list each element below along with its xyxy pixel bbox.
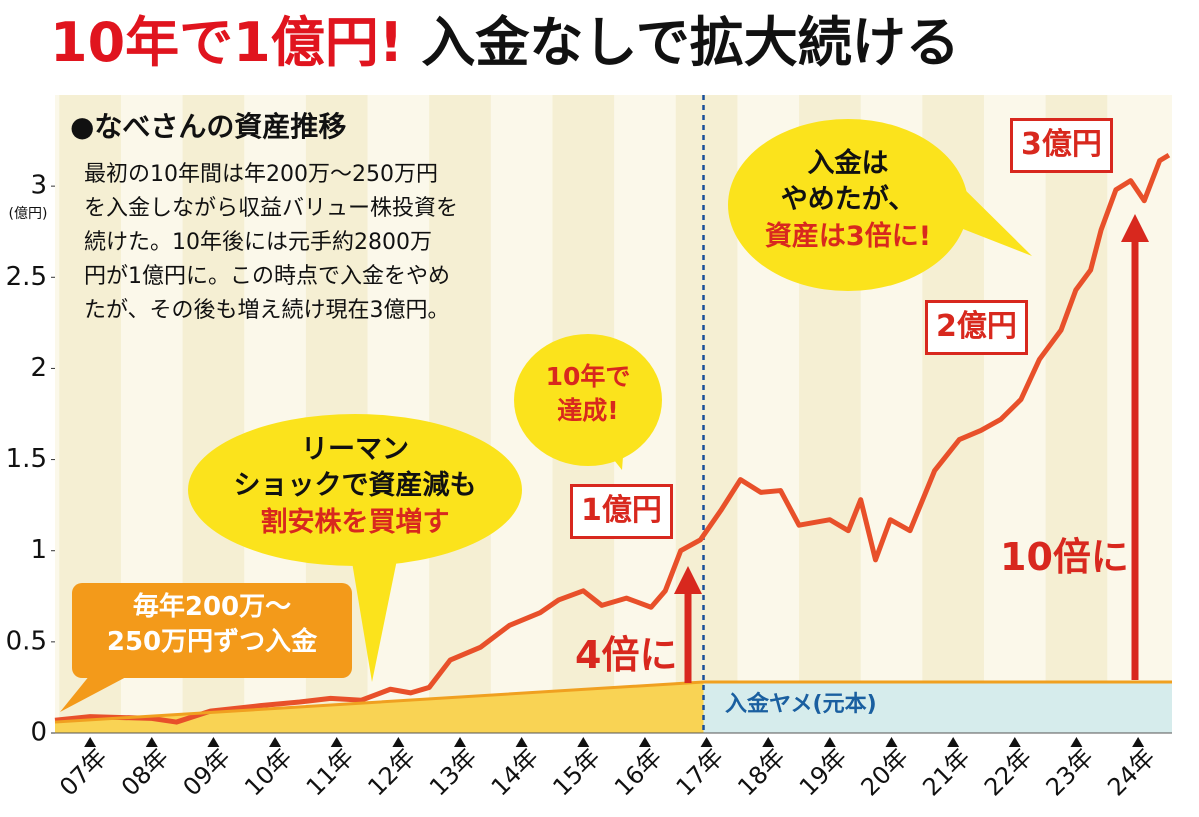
principal-area bbox=[55, 681, 1172, 733]
y-tick-label: 1.5 bbox=[6, 444, 47, 474]
asset-line bbox=[54, 153, 1171, 725]
x-tick-label: 20年 bbox=[856, 743, 914, 801]
label-stop: 入金ヤメ(元本) bbox=[725, 692, 877, 717]
x-tick bbox=[823, 737, 836, 747]
text-line: やめたが、 bbox=[780, 184, 916, 216]
x-tick bbox=[515, 737, 528, 747]
x-tick bbox=[269, 737, 282, 747]
y-tick-label: 2.5 bbox=[6, 262, 47, 292]
x-tick bbox=[577, 737, 590, 747]
y-tick-label: 1 bbox=[30, 535, 47, 565]
x-tick-label: 11年 bbox=[301, 743, 359, 801]
stopped-bubble bbox=[728, 119, 968, 291]
x-tick bbox=[1008, 737, 1021, 747]
y-tick-label: 2 bbox=[30, 353, 47, 383]
x-tick-label: 13年 bbox=[424, 743, 482, 801]
x-tick bbox=[638, 737, 651, 747]
text-line: 10年で bbox=[545, 362, 631, 391]
x-tick-label: 17年 bbox=[671, 743, 729, 801]
lehman-tail bbox=[350, 545, 400, 682]
text-line: たが、その後も増え続け現在3億円。 bbox=[84, 298, 450, 323]
x-tick-label: 10年 bbox=[239, 743, 297, 801]
achieved-bubble bbox=[514, 334, 662, 466]
x-tick-label: 22年 bbox=[979, 743, 1037, 801]
y-tick-label: 3 bbox=[30, 171, 47, 201]
x-tick bbox=[885, 737, 898, 747]
title-red: 10年で1億円! bbox=[50, 11, 403, 74]
text-line: 円が1億円に。この時点で入金をやめ bbox=[84, 264, 450, 289]
text-line: リーマン bbox=[301, 434, 409, 465]
x-tick bbox=[1132, 737, 1145, 747]
x-tick bbox=[145, 737, 158, 747]
deposit-text: 毎年200万～ 250万円ずつ入金 bbox=[72, 590, 352, 660]
y-tick-label: 0.5 bbox=[6, 626, 47, 656]
x-tick-label: 15年 bbox=[547, 743, 605, 801]
text-line: ショックで資産減も bbox=[233, 470, 477, 502]
lehman-bubble bbox=[188, 414, 522, 566]
label-2oku: 2億円 bbox=[925, 300, 1028, 355]
x-tick-label: 19年 bbox=[794, 743, 852, 801]
deposit-tail bbox=[60, 675, 130, 712]
y-tick-label: 0 bbox=[30, 718, 47, 748]
x-tick-label: 08年 bbox=[116, 743, 174, 801]
achieved-text: 10年で達成! bbox=[514, 360, 662, 428]
deposit-box bbox=[72, 583, 352, 678]
x-tick-label: 16年 bbox=[609, 743, 667, 801]
label-1oku: 1億円 bbox=[570, 484, 673, 539]
x-tick bbox=[700, 737, 713, 747]
y-unit-label: (億円) bbox=[9, 206, 48, 222]
x-tick-label: 21年 bbox=[917, 743, 975, 801]
x-tick bbox=[84, 737, 97, 747]
text-line: 入金は bbox=[807, 148, 889, 179]
title: 10年で1億円! 入金なしで拡大続ける bbox=[50, 11, 960, 74]
text-line: 達成! bbox=[557, 395, 619, 425]
text-line: を入金しながら収益バリュー株投資を bbox=[84, 196, 459, 221]
lehman-text: リーマンショックで資産減も 割安株を買増す bbox=[188, 432, 522, 541]
x-tick-label: 24年 bbox=[1102, 743, 1160, 801]
x-tick bbox=[454, 737, 467, 747]
label-10x: 10倍に bbox=[1000, 535, 1129, 579]
x-tick bbox=[762, 737, 775, 747]
x-tick-label: 18年 bbox=[732, 743, 790, 801]
text-line: 続けた。10年後には元手約2800万 bbox=[84, 230, 432, 255]
stripe bbox=[429, 95, 491, 733]
text-line: 割安株を買増す bbox=[260, 506, 450, 538]
text-line: 毎年200万～ bbox=[132, 592, 292, 622]
text-line: 最初の10年間は年200万～250万円 bbox=[84, 162, 438, 187]
x-tick bbox=[330, 737, 343, 747]
text-line: 250万円ずつ入金 bbox=[106, 627, 318, 658]
x-tick-label: 07年 bbox=[54, 743, 112, 801]
x-tick bbox=[392, 737, 405, 747]
description: 最初の10年間は年200万～250万円 を入金しながら収益バリュー株投資を 続けた。… bbox=[84, 158, 458, 328]
x-tick-label: 12年 bbox=[362, 743, 420, 801]
x-tick-label: 14年 bbox=[486, 743, 544, 801]
principal-line bbox=[54, 680, 1172, 724]
label-4x: 4倍に bbox=[575, 633, 678, 677]
stopped-text: 入金はやめたが、資産は3倍に! bbox=[728, 146, 968, 255]
x-tick-label: 23年 bbox=[1041, 743, 1099, 801]
x-tick bbox=[947, 737, 960, 747]
x-tick bbox=[207, 737, 220, 747]
title-black: 入金なしで拡大続ける bbox=[421, 11, 959, 74]
x-tick bbox=[1070, 737, 1083, 747]
stripe bbox=[1045, 95, 1108, 733]
label-3oku: 3億円 bbox=[1010, 118, 1113, 173]
subtitle: ●なべさんの資産推移 bbox=[70, 110, 347, 143]
text-line: 資産は3倍に! bbox=[764, 220, 932, 252]
x-tick-label: 09年 bbox=[178, 743, 236, 801]
